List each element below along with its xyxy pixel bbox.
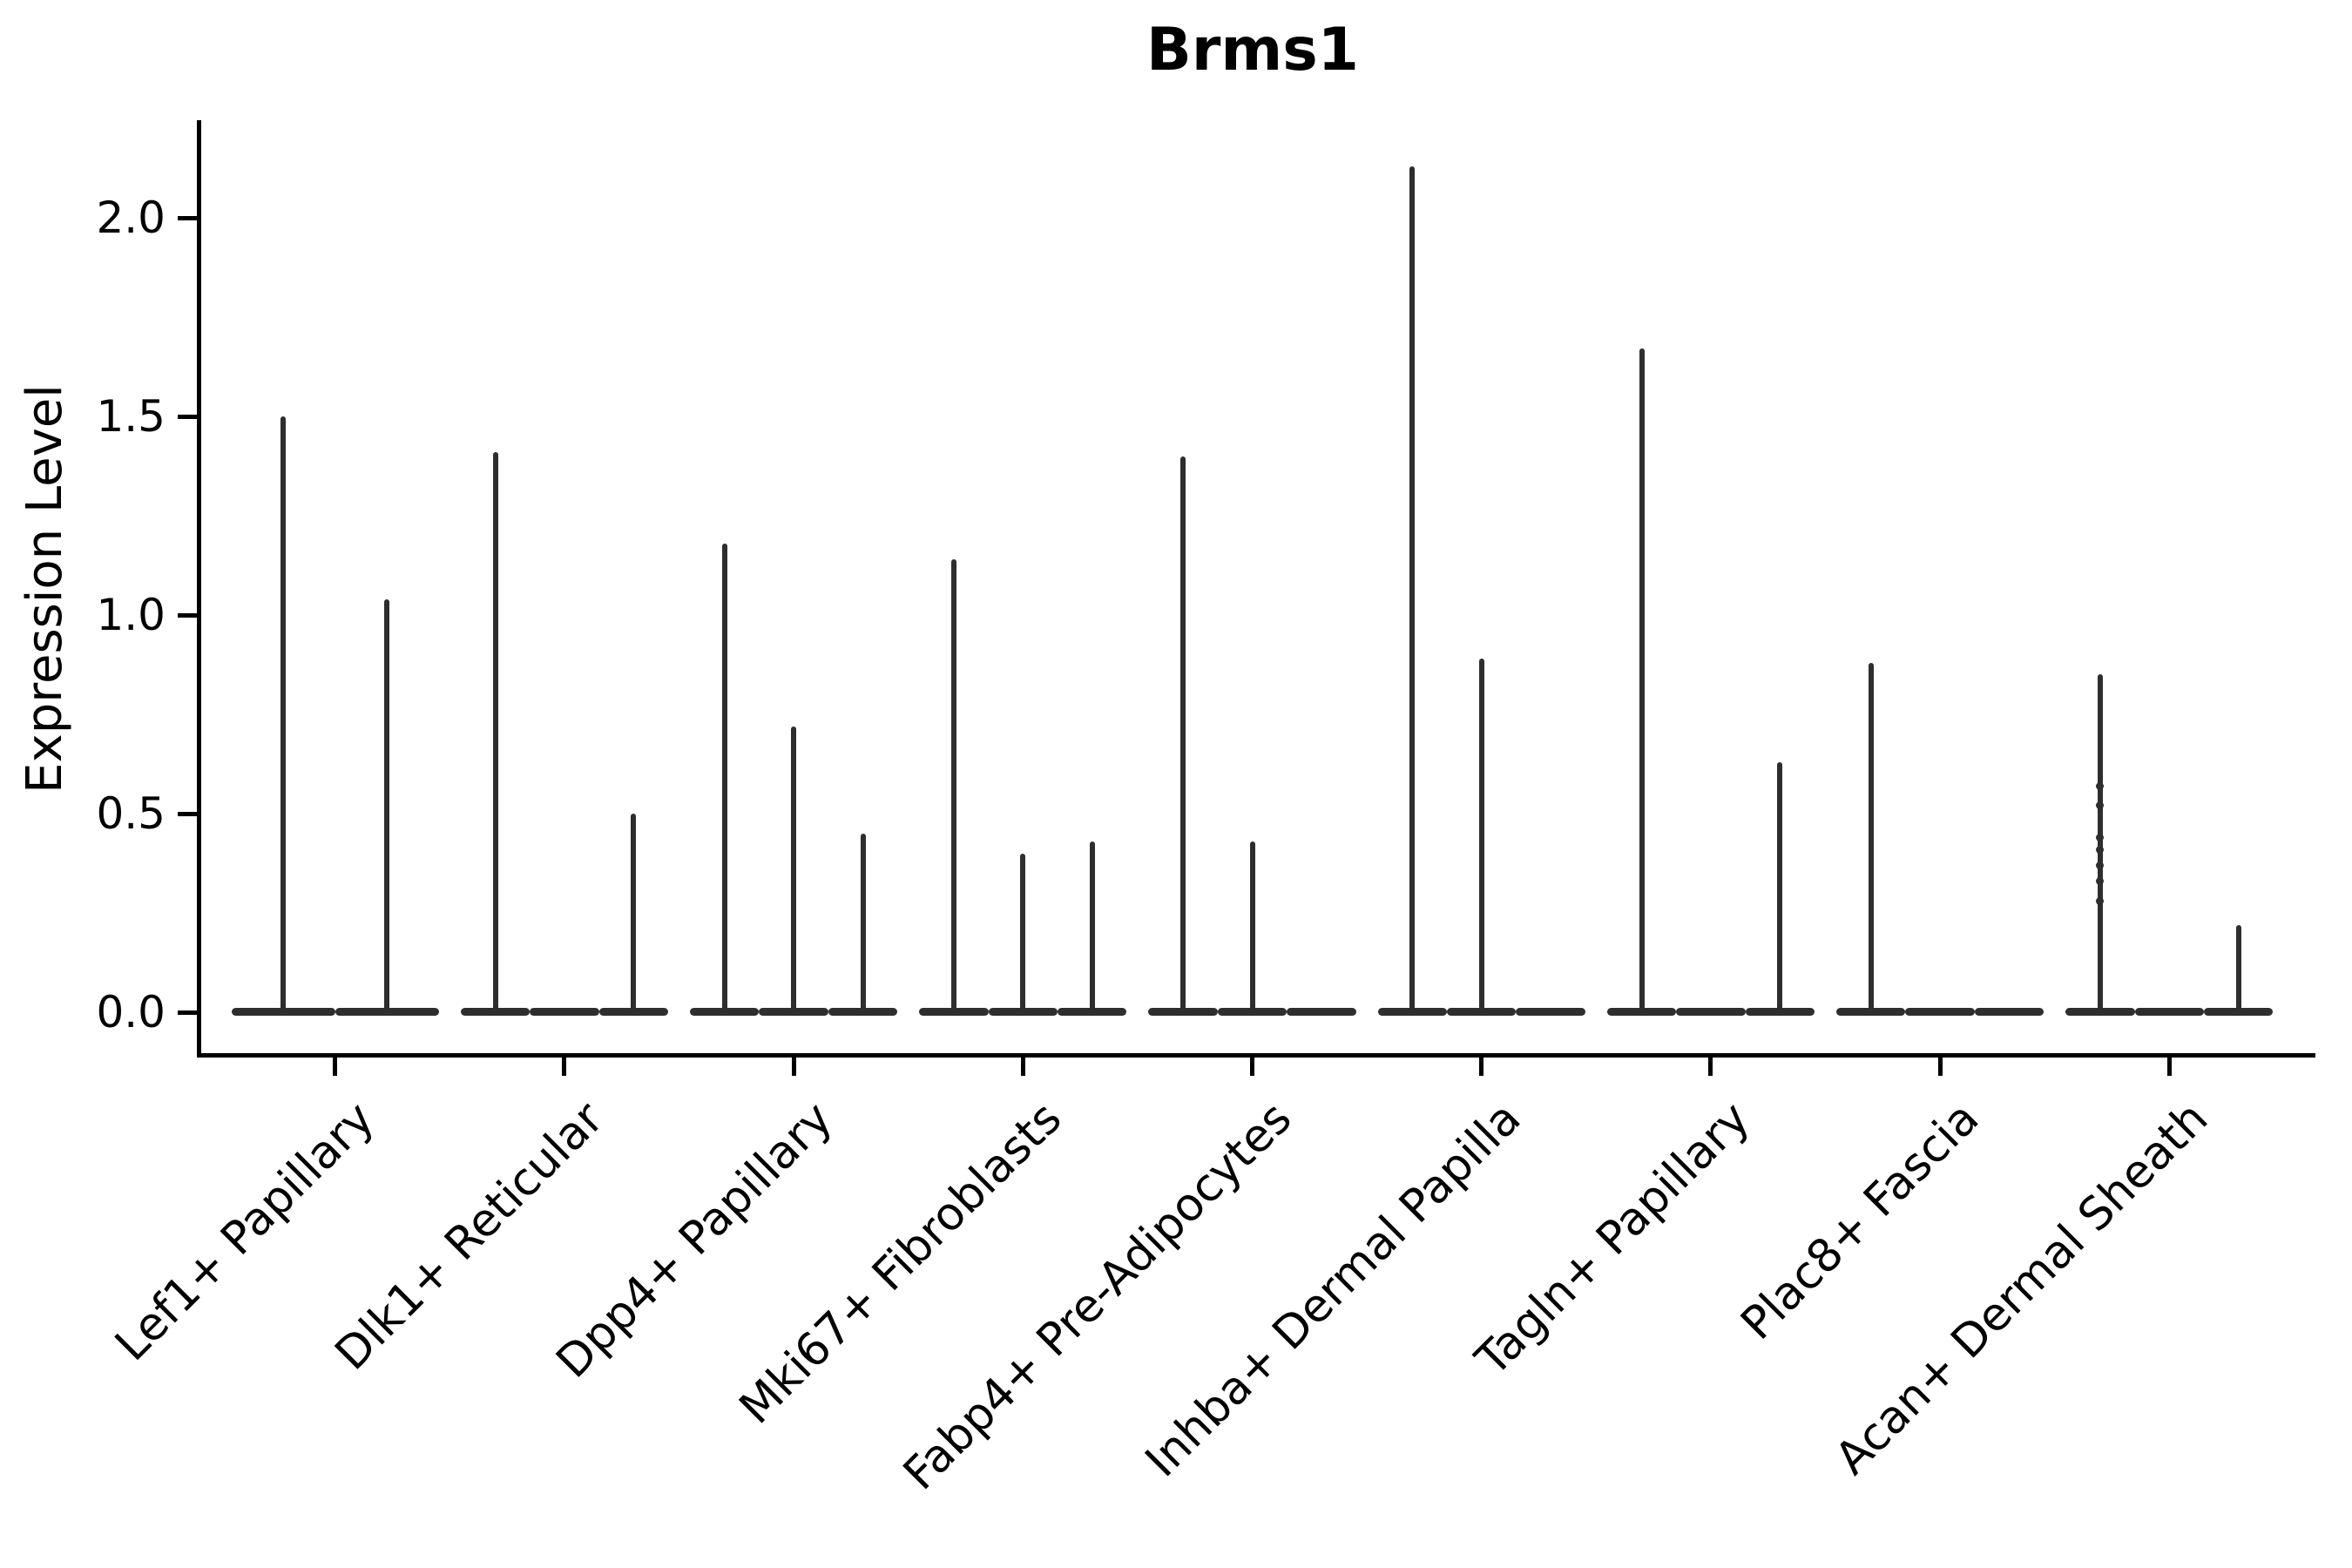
x-tick-label: Inhba+ Dermal Papilla [1135,1092,1531,1488]
violin-body [2134,1008,2204,1016]
x-tick [2166,1057,2172,1076]
violin-body [1905,1008,1975,1016]
violin-spike [2097,674,2103,1012]
violin-spike [1868,662,1874,1012]
violin-spike [950,559,956,1012]
y-axis-spine [197,120,201,1058]
violin-spike [384,598,390,1012]
x-tick [791,1057,796,1076]
x-tick [1020,1057,1025,1076]
violin-body [1287,1008,1356,1016]
violin-spike [1777,761,1783,1012]
jitter-point [2096,781,2105,790]
violin-spike [721,543,727,1012]
violin-spike [631,814,637,1012]
violin-spike [791,726,797,1012]
jitter-point [2096,801,2105,810]
violin-spike [280,416,287,1012]
y-tick-label: 0.0 [96,987,166,1037]
jitter-point [2096,896,2105,905]
chart-title: Brms1 [1146,16,1359,84]
y-tick [178,414,198,419]
jitter-point [2096,877,2105,886]
violin-spike [1089,841,1095,1012]
x-tick [562,1057,567,1076]
violin-spike [492,452,498,1012]
violin-body [1516,1008,1585,1016]
y-tick-label: 1.0 [96,590,166,640]
x-tick-label: Fabp4+ Pre-Adipocytes [893,1092,1301,1501]
y-tick-label: 0.5 [96,788,166,839]
x-axis-spine [197,1053,2315,1058]
violin-body [530,1008,599,1016]
y-tick [178,612,198,618]
x-tick-label: Acan+ Dermal Sheath [1825,1092,2219,1485]
violin-body [1676,1008,1746,1016]
jitter-point [2096,861,2105,869]
violin-body [1974,1008,2044,1016]
violin-spike [2235,924,2241,1012]
violin-spike [1478,659,1484,1012]
violin-spike [1639,348,1645,1012]
violin-spike [1409,166,1416,1012]
y-tick [178,811,198,816]
x-tick [1479,1057,1484,1076]
y-tick [178,215,198,220]
x-tick-label: Plac8+ Fascia [1731,1092,1990,1350]
y-tick [178,1010,198,1015]
x-tick [1708,1057,1713,1076]
x-tick [1250,1057,1254,1076]
jitter-point [2096,845,2105,854]
violin-spike [1249,841,1255,1012]
violin-spike [1020,853,1026,1012]
violin-spike [1180,456,1186,1012]
x-tick [333,1057,338,1076]
y-tick-label: 1.5 [96,391,166,442]
jitter-point [2096,833,2105,841]
y-tick-label: 2.0 [96,193,166,243]
x-tick [1937,1057,1943,1076]
violin-spike [860,833,866,1012]
